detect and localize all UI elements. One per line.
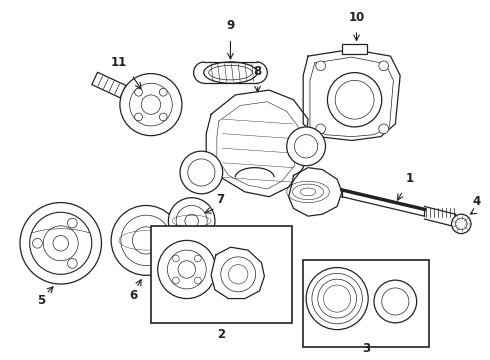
Text: 5: 5 (37, 294, 46, 307)
Circle shape (141, 95, 161, 114)
Circle shape (111, 206, 181, 275)
Circle shape (68, 218, 77, 228)
Circle shape (172, 277, 179, 284)
Polygon shape (303, 49, 400, 140)
Circle shape (43, 226, 78, 261)
Bar (303, 260, 429, 347)
Bar (342, 45, 367, 54)
Circle shape (129, 83, 172, 126)
Circle shape (68, 258, 77, 268)
Circle shape (195, 277, 201, 284)
Text: 4: 4 (473, 195, 481, 208)
Circle shape (382, 288, 409, 315)
Circle shape (159, 89, 167, 96)
Text: 6: 6 (129, 289, 138, 302)
Circle shape (221, 257, 256, 292)
Circle shape (323, 285, 351, 312)
Polygon shape (206, 90, 308, 197)
Circle shape (33, 238, 42, 248)
Circle shape (452, 214, 471, 234)
Circle shape (195, 255, 201, 262)
Text: 9: 9 (226, 19, 235, 32)
Circle shape (172, 255, 179, 262)
Circle shape (180, 151, 222, 194)
Circle shape (169, 198, 215, 244)
Text: 3: 3 (362, 342, 370, 355)
Circle shape (53, 235, 69, 251)
Circle shape (379, 61, 389, 71)
Text: 1: 1 (406, 172, 414, 185)
Circle shape (176, 206, 207, 237)
Circle shape (316, 124, 325, 134)
Circle shape (188, 159, 215, 186)
Polygon shape (211, 247, 265, 298)
Circle shape (294, 135, 318, 158)
Circle shape (135, 113, 143, 121)
Circle shape (318, 279, 357, 318)
Circle shape (316, 61, 325, 71)
Circle shape (135, 89, 143, 96)
Circle shape (287, 127, 325, 166)
Text: 2: 2 (217, 328, 225, 341)
Circle shape (178, 261, 196, 278)
Circle shape (121, 215, 172, 266)
Ellipse shape (209, 65, 252, 80)
Circle shape (30, 212, 92, 274)
Circle shape (159, 113, 167, 121)
Circle shape (185, 214, 198, 228)
Circle shape (335, 80, 374, 119)
Circle shape (132, 227, 160, 254)
Text: 7: 7 (216, 193, 224, 206)
Circle shape (228, 265, 248, 284)
Text: 10: 10 (348, 11, 365, 24)
Circle shape (20, 203, 101, 284)
Bar (151, 226, 292, 323)
Circle shape (120, 73, 182, 136)
Circle shape (168, 250, 206, 289)
Polygon shape (92, 72, 154, 111)
Circle shape (306, 267, 368, 330)
Circle shape (327, 73, 382, 127)
Ellipse shape (204, 62, 257, 83)
Circle shape (379, 124, 389, 134)
Circle shape (374, 280, 416, 323)
Text: 8: 8 (253, 66, 262, 78)
Circle shape (456, 218, 467, 230)
Text: 11: 11 (111, 56, 127, 69)
Circle shape (158, 240, 216, 298)
Circle shape (312, 273, 362, 324)
Polygon shape (289, 168, 342, 216)
